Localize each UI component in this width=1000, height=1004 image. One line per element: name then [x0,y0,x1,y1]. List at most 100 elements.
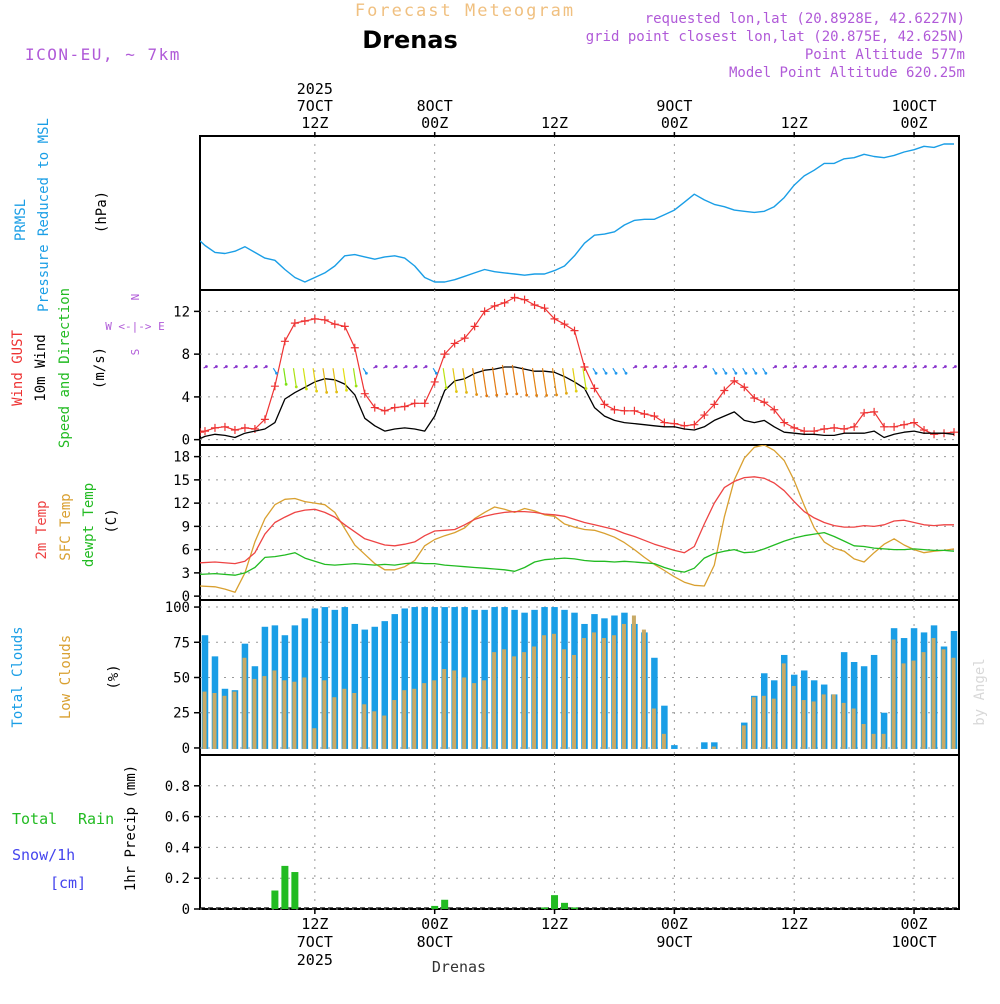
gust-point [470,322,479,331]
low-cloud-bar [751,697,756,749]
wind-arrow-head [515,392,519,396]
low-cloud-bar [851,708,856,749]
temperature-labels: 2m Temp SFC Temp dewpt Temp (C) [34,483,120,567]
low-cloud-bar [362,704,367,749]
compass-s: S [129,349,142,356]
low-cloud-bar [911,660,916,749]
low-cloud-bar [861,724,866,749]
wind-arrow-head [404,365,408,368]
gust-point [950,428,959,437]
low-cloud-bar [801,700,806,749]
wind-arrow-head [764,371,768,375]
low-cloud-bar [661,733,666,749]
bottom-time-label: 00Z [901,915,928,933]
gust-point [650,412,659,421]
low-cloud-bar [611,635,616,749]
low-cloud-bar [312,728,317,749]
footer-location: Drenas [432,958,486,976]
wind-arrow-head [574,389,578,393]
wind-arrow-head [724,371,728,375]
wind-arrow-head [604,371,608,375]
low-cloud-bar [811,701,816,749]
low-cloud-bar [412,688,417,749]
clouds-series [193,607,958,749]
wind-arrow-head [354,384,358,388]
low-cloud-bar [193,720,197,749]
wind-arrow-head [794,365,798,368]
low-cloud-bar [492,652,497,749]
top-time-label: 10OCT [891,97,936,115]
wind-arrow [452,368,458,392]
wind-arrow-head [594,371,598,375]
wind-arrow-head [335,390,339,394]
gust-point [240,423,249,432]
total-cloud-bar [391,614,398,749]
low-cloud-bar [591,632,596,749]
top-time-label: 00Z [661,114,688,132]
rain-bar [561,902,569,909]
temperature-panel: 0 3 6 9 12 15 18 [173,444,960,605]
gust-point [900,420,909,429]
clouds-ytick-label: 100 [165,600,190,616]
bottom-time-label: 10OCT [891,933,936,951]
wind-arrow-head [774,365,778,368]
top-time-label: 12Z [301,114,328,132]
wind-arrow-head [305,387,308,391]
cloud-labels: Total Clouds Low Clouds (%) [10,626,122,727]
temperature-frame [199,444,960,601]
low-cloud-bar [202,691,207,749]
low-cloud-bar [901,663,906,749]
pressure-series [200,143,954,283]
low-cloud-bar [512,656,517,749]
wind-arrow-head [674,365,678,368]
wind-arrow-head [214,365,218,368]
wind-arrow-head [844,365,847,368]
total-cloud-bar [711,742,718,749]
low-cloud-bar [472,683,477,749]
rain-bar [441,899,449,909]
wind-arrow-head [634,365,638,368]
gust-point [260,415,269,424]
wind-arrow [332,368,338,393]
bottom-time-label: 00Z [661,915,688,933]
wind-arrow-head [894,365,897,368]
rain-label: Rain [78,810,114,828]
wind-arrow-head [374,365,378,368]
low-cloud-bar [422,683,427,749]
low-cloud-bar [951,657,956,749]
wind-arrow [352,368,357,387]
total-cloud-bar [371,626,379,749]
wind-arrow-head [485,394,489,398]
low-cloud-bar [502,649,507,749]
gust-point [760,398,769,407]
gust-point [830,423,839,432]
gust-point [690,420,699,429]
total-cloud-bar [481,609,488,749]
bottom-time-label: 8OCT [417,933,453,951]
total-cloud-bar [341,607,349,749]
supertitle: Forecast Meteogram [355,1,575,21]
top-time-label: 00Z [901,114,928,132]
low-cloud-bar [252,678,257,749]
wind-arrow-head [525,393,529,397]
wind-arrow-head [224,365,228,368]
total-cloud-bar [880,712,888,749]
rain-bar [271,890,279,909]
low-cloud-bar [921,652,926,749]
low-cloud-bar [382,715,387,749]
total-cloud-bar [850,662,858,749]
gust-point [380,406,389,415]
dewpt-line [200,531,955,576]
gust-point [890,422,899,431]
gust-point [540,304,549,313]
snow-unit: [cm] [50,874,86,892]
low-cloud-bar [392,700,397,749]
gust-point [580,362,589,371]
bottom-time-label: 7OCT [297,933,333,951]
total-cloud-bar [311,608,319,749]
gust-point [330,320,339,329]
wind-ytick-label: 4 [182,390,190,406]
wind-ytick-label: 0 [182,433,190,449]
wind-arrow-head [704,365,708,368]
low-cloud-bar [242,657,247,749]
